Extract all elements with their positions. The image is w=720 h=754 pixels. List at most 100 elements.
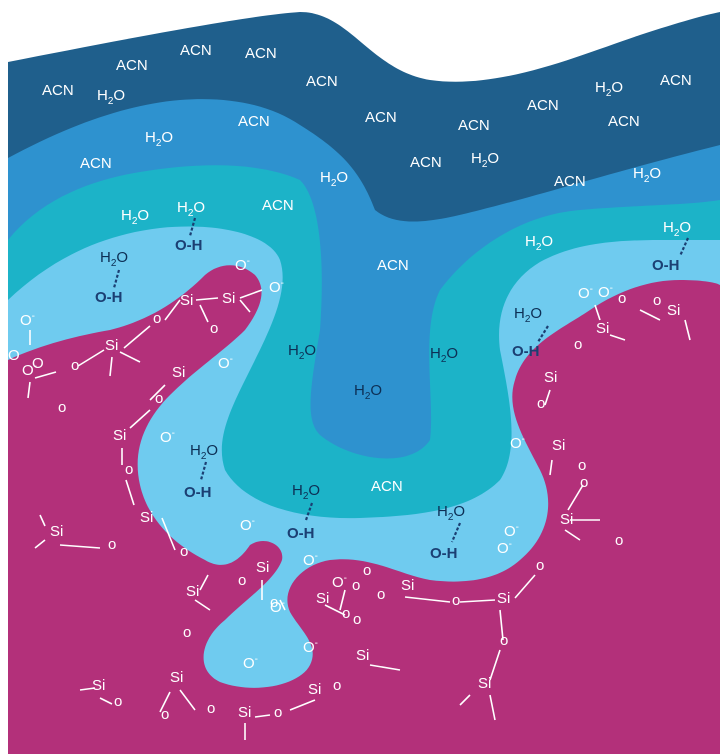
bridge-oxygen: o [270, 594, 278, 611]
si-atom: Si [170, 669, 183, 686]
o-minus-label: O- [332, 573, 347, 591]
silanol-oh-label: O-H [184, 484, 212, 501]
si-atom: Si [222, 290, 235, 307]
si-atom: Si [316, 590, 329, 607]
silanol-oh-label: O-H [95, 289, 123, 306]
bridge-oxygen: o [207, 700, 215, 717]
si-o-bond [514, 574, 536, 599]
si-o-bond [34, 371, 57, 379]
water-label: H2O [100, 249, 128, 269]
bridge-oxygen: o [114, 693, 122, 710]
si-atom: Si [667, 302, 680, 319]
water-label: H2O [288, 342, 316, 362]
si-o-bond [564, 529, 581, 541]
si-o-bond [125, 479, 135, 506]
si-atom: Si [172, 364, 185, 381]
si-o-bond [199, 574, 209, 591]
bridge-oxygen: o [342, 605, 350, 622]
bridge-oxygen: o [238, 572, 246, 589]
acn-label: ACN [180, 42, 212, 59]
acn-label: ACN [371, 478, 403, 495]
si-o-bond [489, 649, 501, 681]
o-minus-label: O- [218, 354, 233, 372]
o-minus-label: O- [270, 598, 285, 616]
hydrogen-bond [188, 217, 197, 237]
bridge-oxygen: o [580, 474, 588, 491]
acn-label: ACN [262, 197, 294, 214]
si-o-bond [34, 539, 46, 549]
water-label: H2O [437, 503, 465, 523]
si-o-bond [129, 409, 151, 429]
o-minus-label: O- [303, 638, 318, 656]
oxygen-atom: O [32, 355, 44, 372]
acn-label: ACN [554, 173, 586, 190]
si-o-bond [123, 325, 151, 349]
si-atom: Si [596, 320, 609, 337]
si-o-bond [119, 351, 141, 363]
hydrogen-bond [199, 461, 208, 481]
si-o-bond [179, 689, 196, 711]
si-o-bond [59, 544, 101, 549]
o-minus-label: O- [497, 539, 512, 557]
bridge-oxygen: o [578, 457, 586, 474]
silica-substrate [8, 265, 720, 754]
bridge-oxygen: o [108, 536, 116, 553]
bridge-oxygen: o [537, 395, 545, 412]
o-minus-label: O- [20, 311, 35, 329]
acn-label: ACN [80, 155, 112, 172]
silanol-oh-label: O-H [652, 257, 680, 274]
o-minus-label: O- [303, 551, 318, 569]
si-atom: Si [50, 523, 63, 540]
bridge-oxygen: o [500, 632, 508, 649]
si-o-bond [254, 714, 271, 718]
si-o-bond [639, 309, 661, 321]
bridge-oxygen: o [615, 532, 623, 549]
bridge-oxygen: o [333, 677, 341, 694]
si-o-bond [149, 384, 166, 401]
o-minus-label: O- [598, 283, 613, 301]
bridge-oxygen: o [618, 290, 626, 307]
hydrogen-bond [112, 269, 121, 289]
si-o-bond [239, 289, 263, 299]
water-label: H2O [663, 219, 691, 239]
acn-label: ACN [458, 117, 490, 134]
silanol-oh-label: O-H [287, 525, 315, 542]
water-label: H2O [595, 79, 623, 99]
si-atom: Si [560, 511, 573, 528]
bridge-oxygen: o [155, 390, 163, 407]
bridge-oxygen: o [161, 706, 169, 723]
acn-label: ACN [365, 109, 397, 126]
si-atom: Si [401, 577, 414, 594]
si-atom: Si [105, 337, 118, 354]
si-o-bond [194, 599, 211, 611]
si-o-bond [99, 697, 113, 705]
si-o-bond [39, 514, 46, 527]
si-atom: Si [186, 583, 199, 600]
water-label: H2O [633, 165, 661, 185]
o-minus-label: O- [504, 522, 519, 540]
si-o-bond [459, 694, 471, 706]
acn-label: ACN [660, 72, 692, 89]
si-atom: Si [478, 675, 491, 692]
silanol-oh-label: O-H [430, 545, 458, 562]
acn-label: ACN [306, 73, 338, 90]
hydrogen-bond [450, 522, 462, 543]
acn-label: ACN [410, 154, 442, 171]
si-atom: Si [140, 509, 153, 526]
si-o-bond [459, 599, 496, 603]
si-o-bond [195, 297, 219, 301]
si-o-bond [489, 694, 496, 721]
bridge-oxygen: o [210, 320, 218, 337]
bridge-oxygen: o [363, 562, 371, 579]
oxygen-atom: O [8, 347, 20, 364]
si-atom: Si [356, 647, 369, 664]
si-o-bond [499, 609, 504, 641]
bridge-oxygen: o [574, 336, 582, 353]
si-o-bond [549, 459, 553, 476]
bridge-oxygen: o [153, 310, 161, 327]
bridge-oxygen: o [274, 704, 282, 721]
o-minus-label: O- [269, 278, 284, 296]
o-minus-label: O- [22, 361, 37, 379]
water-label: H2O [430, 345, 458, 365]
